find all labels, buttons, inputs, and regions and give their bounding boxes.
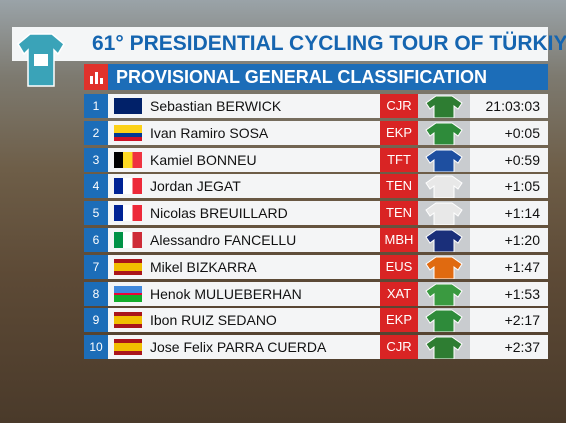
chart-icon xyxy=(84,64,108,90)
subtitle-bar xyxy=(84,64,548,90)
rank-cell: 5 xyxy=(84,201,108,226)
team-code: XAT xyxy=(380,281,418,306)
rider-name: Mikel BIZKARRA xyxy=(108,254,380,279)
team-jersey xyxy=(418,335,470,360)
rank-cell: 7 xyxy=(84,254,108,279)
gap-time: +1:05 xyxy=(470,174,548,199)
team-code: TFT xyxy=(380,147,418,172)
team-code: CJR xyxy=(380,94,418,118)
rank-cell: 1 xyxy=(84,94,108,118)
team-code: MBH xyxy=(380,228,418,252)
rank-cell: 8 xyxy=(84,281,108,306)
team-code: EKP xyxy=(380,308,418,333)
team-code: EKP xyxy=(380,120,418,145)
rider-name: Ivan Ramiro SOSA xyxy=(108,120,380,145)
gap-time: +1:20 xyxy=(470,228,548,252)
title: 61° PRESIDENTIAL CYCLING TOUR OF TÜRKIYE xyxy=(92,32,566,55)
team-jersey xyxy=(418,308,470,333)
flag-icon xyxy=(114,285,142,302)
rider-name: Sebastian BERWICK xyxy=(108,94,380,118)
team-code: EUS xyxy=(380,254,418,279)
team-jersey xyxy=(418,174,470,199)
team-jersey xyxy=(418,94,470,119)
flag-icon xyxy=(114,98,142,114)
gap-time: +1:47 xyxy=(470,254,548,279)
subtitle: PROVISIONAL GENERAL CLASSIFICATION xyxy=(116,67,488,87)
rider-name: Nicolas BREUILLARD xyxy=(108,201,380,226)
rank-cell: 4 xyxy=(84,174,108,199)
rank-cell: 6 xyxy=(84,228,108,252)
team-jersey xyxy=(418,147,470,173)
rider-name: Kamiel BONNEU xyxy=(108,147,380,172)
rider-name: Jose Felix PARRA CUERDA xyxy=(108,335,380,360)
rider-name: Ibon RUIZ SEDANO xyxy=(108,308,380,333)
gap-time: +2:17 xyxy=(470,308,548,333)
flag-icon xyxy=(114,205,142,222)
team-jersey xyxy=(418,281,470,307)
flag-icon xyxy=(114,124,142,141)
team-jersey xyxy=(418,228,470,253)
team-jersey xyxy=(418,201,470,226)
rank-cell: 9 xyxy=(84,308,108,333)
rank-cell: 2 xyxy=(84,120,108,145)
gap-time: +0:59 xyxy=(470,147,548,172)
flag-icon xyxy=(114,339,142,356)
rider-name: Alessandro FANCELLU xyxy=(108,228,380,252)
rank-cell: 10 xyxy=(84,335,108,360)
flag-icon xyxy=(114,312,142,329)
rank-cell: 3 xyxy=(84,147,108,172)
gap-time: 21:03:03 xyxy=(470,94,548,118)
title-bar xyxy=(12,27,548,61)
flag-icon xyxy=(114,151,142,168)
flag-icon xyxy=(114,258,142,275)
rider-name: Henok MULUEBERHAN xyxy=(108,281,380,306)
team-jersey xyxy=(418,120,470,146)
rider-name: Jordan JEGAT xyxy=(108,174,380,199)
team-code: TEN xyxy=(380,201,418,226)
team-jersey xyxy=(418,254,470,280)
flag-icon xyxy=(114,178,142,195)
gap-time: +1:53 xyxy=(470,281,548,306)
team-code: CJR xyxy=(380,335,418,360)
leader-jersey-icon xyxy=(17,33,65,87)
flag-icon xyxy=(114,232,142,248)
team-code: TEN xyxy=(380,174,418,199)
gap-time: +0:05 xyxy=(470,120,548,145)
gap-time: +2:37 xyxy=(470,335,548,360)
gap-time: +1:14 xyxy=(470,201,548,226)
